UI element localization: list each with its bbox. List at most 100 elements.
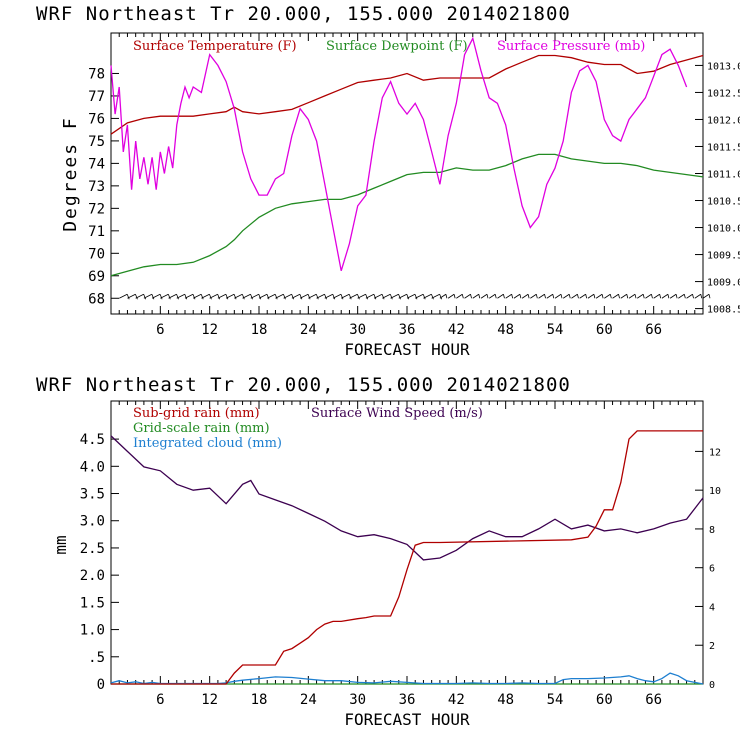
bottom-x-tick-label: 24 [300,692,317,708]
wind-barb [283,293,295,300]
bottom-y-tick-label: 2.5 [80,541,105,557]
wind-barb [546,293,555,299]
top-y-tick-label: 75 [88,134,105,150]
wind-barb [168,293,179,300]
bottom-x-tick-label: 12 [201,692,218,708]
top-y2-tick-label: 1010.5 [707,197,740,208]
subgrid-rain-line [111,430,703,685]
wind-barb [382,293,393,300]
top-x-tick-label: 54 [547,322,564,338]
wind-barb [538,293,546,299]
wind-barbs [119,293,711,300]
bottom-y2-tick-label: 4 [709,602,715,613]
wind-barb [530,293,538,299]
wind-barb [275,293,286,300]
bottom-y-tick-label: 2.0 [80,568,105,584]
top-x-tick-label: 24 [300,322,317,338]
wind-barb [456,293,464,299]
bottom-x-axis-label: FORECAST HOUR [344,710,470,729]
wind-barb [415,293,426,300]
legend-surface-dewpoint: Surface Dewpoint (F) [326,39,468,54]
top-y2-tick-label: 1008.5 [707,305,740,316]
top-y-tick-label: 74 [88,156,105,172]
bottom-y-tick-label: .5 [88,650,105,666]
wind-barb [250,293,262,300]
wind-barb [678,293,686,299]
bottom-series-group [110,430,704,685]
top-y-axis-label: Degrees F [60,116,81,232]
top-series-group [110,36,704,277]
top-x-tick-label: 6 [156,322,164,338]
top-y-tick-label: 70 [88,246,105,262]
wind-barb [299,293,311,300]
wind-barb [521,293,530,299]
wind-barb [620,293,629,299]
top-y-tick-label: 77 [88,89,105,105]
wind-barb [604,293,612,299]
bottom-y2-tick-label: 10 [709,486,721,497]
wind-barb [489,293,497,299]
top-y2-tick-label: 1012.5 [707,88,740,99]
top-y-tick-label: 68 [88,291,105,307]
top-y-tick-labels: 68 69 70 71 72 73 74 75 76 77 78 [88,66,105,307]
wind-barb [595,293,604,299]
top-y2-tick-labels: 1008.5 1009.0 1009.5 1010.0 1010.5 1011.0 1011… [707,61,740,315]
top-y2-tick-label: 1010.0 [707,224,740,235]
top-plot-frame [110,32,704,315]
top-y-tick-label: 71 [88,224,105,240]
wind-barb [439,293,448,299]
top-chart-title: WRF Northeast Tr 20.000, 155.000 2014021… [36,3,571,25]
bottom-y2-tick-label: 12 [709,447,721,458]
legend-subgrid-rain: Sub-grid rain (mm) [133,406,260,421]
bottom-y-axis-label: mm [51,535,70,554]
top-y2-tick-label: 1012.0 [707,115,740,126]
wind-barb [242,293,253,300]
top-chart: WRF Northeast Tr 20.000, 155.000 2014021… [36,3,740,359]
bottom-x-tick-label: 30 [349,692,366,708]
wind-barb [316,293,327,300]
bottom-x-tick-label: 36 [399,692,416,708]
wind-barb [480,293,489,299]
wind-barb [431,293,443,300]
wind-barb [447,293,456,299]
top-y-tick-label: 69 [88,269,105,285]
top-x-axis-label: FORECAST HOUR [344,340,470,359]
wind-barb [472,293,481,299]
bottom-x-tick-label: 6 [156,692,164,708]
bottom-x-tick-label: 60 [596,692,613,708]
bottom-y2-tick-label: 2 [709,641,715,652]
bottom-x-tick-label: 54 [547,692,564,708]
top-y2-tick-label: 1011.0 [707,170,740,181]
wind-barb [291,293,303,300]
wind-barb [234,293,245,300]
wind-barb [373,293,385,300]
wind-barb [201,293,212,300]
legend-wind-speed: Surface Wind Speed (m/s) [311,406,483,421]
wind-barb [497,293,505,299]
wind-barb [217,293,229,300]
wind-barb [267,293,278,300]
legend-surface-temperature: Surface Temperature (F) [133,39,297,54]
surface-dewpoint-line [110,153,704,277]
bottom-x-tick-label: 18 [251,692,268,708]
wind-barb [390,293,401,300]
bottom-y-tick-label: 4.0 [80,459,105,475]
legend-integrated-cloud: Integrated cloud (mm) [133,436,282,451]
wind-barb [554,293,563,299]
wind-barb [143,293,155,300]
wind-barb [127,293,138,300]
surface-pressure-line [110,36,688,271]
wind-barb [365,293,377,300]
bottom-x-tick-label: 48 [497,692,514,708]
wind-barb [628,293,637,299]
wind-barb [349,293,360,300]
wind-barb [119,293,130,300]
top-y-tick-label: 72 [88,201,105,217]
wind-barb [406,293,418,300]
wind-barb [563,293,571,299]
wind-barb [505,293,514,299]
legend-gridscale-rain: Grid-scale rain (mm) [133,421,270,436]
top-x-tick-label: 30 [349,322,366,338]
bottom-y-tick-label: 4.5 [80,432,105,448]
wind-barb [645,293,653,299]
